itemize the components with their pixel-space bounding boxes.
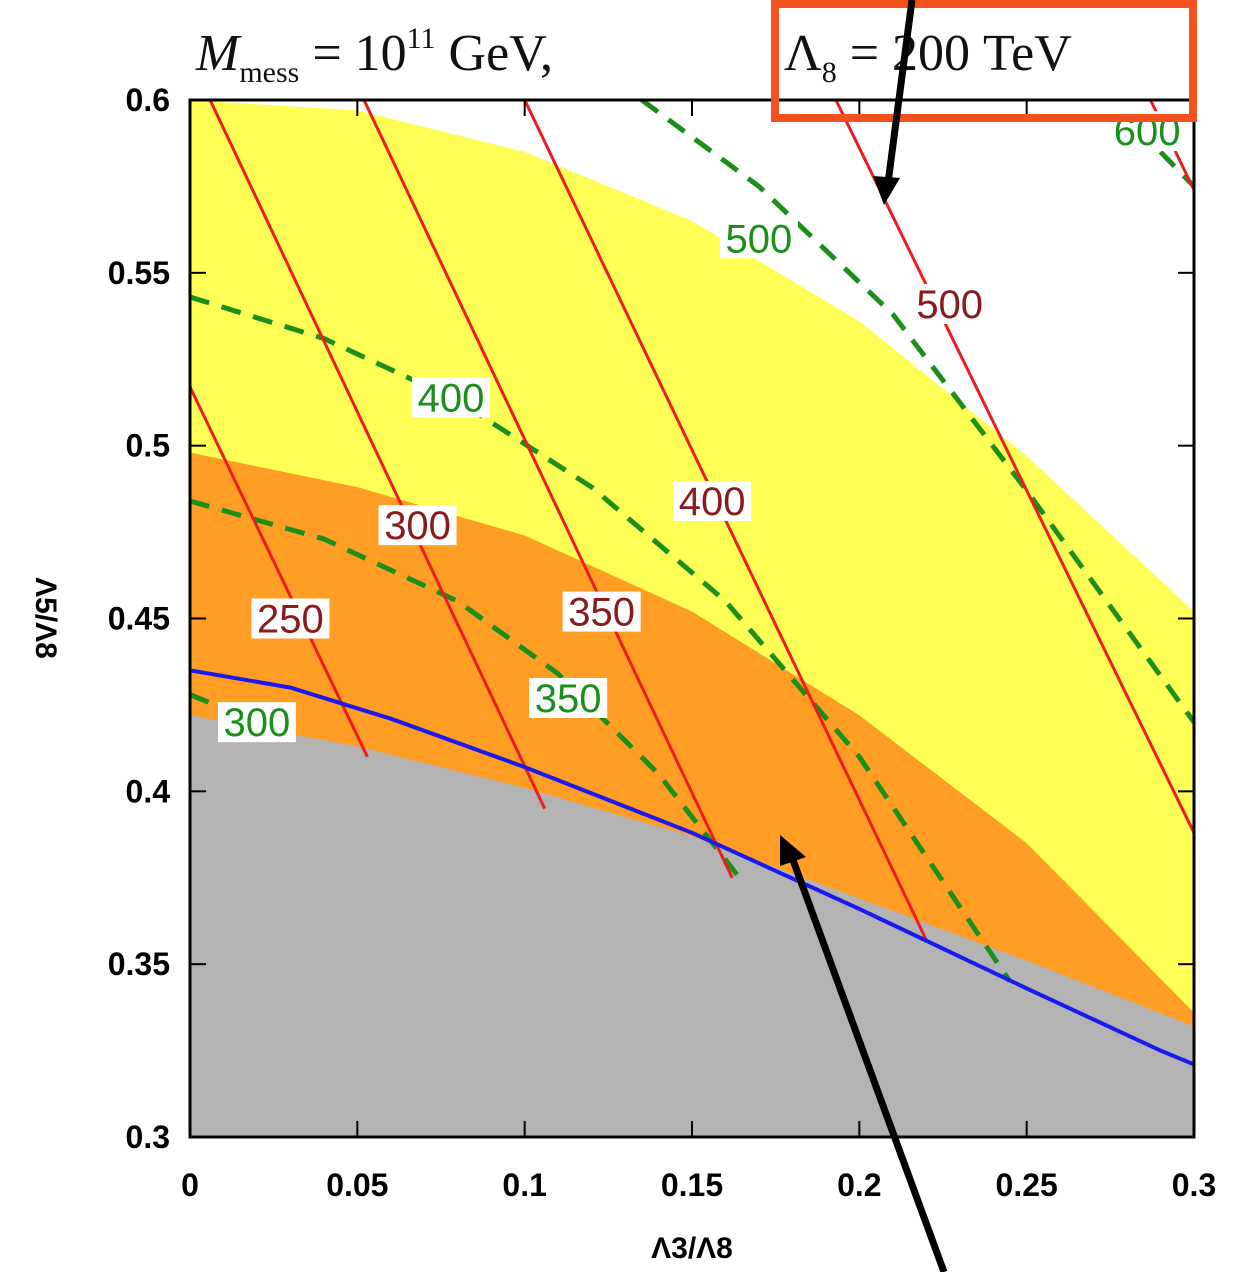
title-m-symbol: M xyxy=(195,25,242,82)
y-axis-title: Λ5/Λ8 xyxy=(29,577,62,659)
y-tick-label: 0.5 xyxy=(126,428,170,464)
title-gev: GeV, xyxy=(436,25,553,82)
x-tick-label: 0 xyxy=(181,1167,199,1203)
title-lambda-sub: 8 xyxy=(822,56,837,89)
green-contour-label: 500 xyxy=(726,217,793,261)
x-tick-label: 0.15 xyxy=(661,1167,723,1203)
y-tick-label: 0.35 xyxy=(108,946,170,982)
x-tick-label: 0.1 xyxy=(502,1167,546,1203)
red-contour-label: 300 xyxy=(384,504,451,548)
red-contour-label: 250 xyxy=(257,598,324,642)
x-tick-label: 0.25 xyxy=(996,1167,1058,1203)
y-tick-label: 0.4 xyxy=(126,773,171,809)
chart-title: Mmess = 1011 GeV, xyxy=(195,22,553,89)
red-contour-label: 500 xyxy=(916,283,983,327)
x-tick-label: 0.05 xyxy=(326,1167,388,1203)
title-eq1: = 10 xyxy=(299,25,406,82)
y-tick-label: 0.6 xyxy=(126,82,170,118)
y-tick-label: 0.3 xyxy=(126,1119,170,1155)
chart-title-lambda: Λ8 = 200 TeV xyxy=(784,25,1072,89)
green-contour-label: 300 xyxy=(224,701,291,745)
green-contour-label: 400 xyxy=(418,376,485,420)
title-m-sub: mess xyxy=(239,56,299,89)
y-tick-label: 0.45 xyxy=(108,601,170,637)
red-contour-label: 400 xyxy=(679,480,746,524)
title-lambda-symbol: Λ xyxy=(784,25,822,82)
green-contour-label: 350 xyxy=(535,677,602,721)
red-contour-label: 350 xyxy=(568,591,635,635)
y-tick-label: 0.55 xyxy=(108,255,170,291)
x-tick-label: 0.2 xyxy=(837,1167,881,1203)
x-axis-title: Λ3/Λ8 xyxy=(651,1232,733,1265)
shaded-regions xyxy=(190,100,1194,1137)
title-eq2: = 200 TeV xyxy=(837,25,1072,82)
title-exp: 11 xyxy=(407,22,436,55)
x-tick-label: 0.3 xyxy=(1172,1167,1216,1203)
